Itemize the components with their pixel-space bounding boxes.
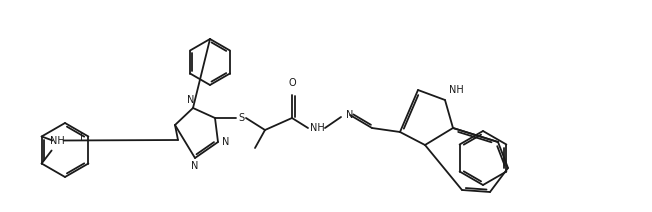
Text: O: O [288,78,296,88]
Text: N: N [191,161,199,171]
Text: I: I [80,131,82,141]
Text: NH: NH [50,135,65,145]
Text: S: S [238,113,244,123]
Text: N: N [222,137,230,147]
Text: N: N [187,95,195,105]
Text: NH: NH [449,85,464,95]
Text: N: N [346,110,353,120]
Text: NH: NH [310,123,325,133]
